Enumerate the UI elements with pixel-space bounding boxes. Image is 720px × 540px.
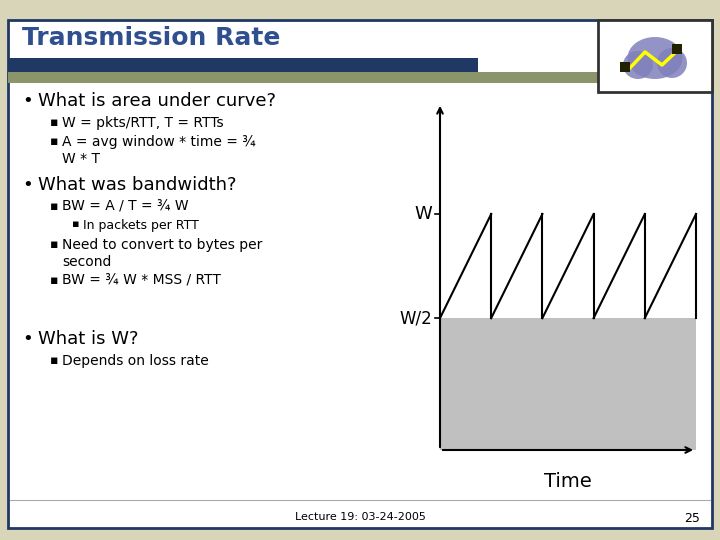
- Text: Time: Time: [544, 472, 592, 491]
- Text: What was bandwidth?: What was bandwidth?: [38, 176, 236, 194]
- Text: W/2: W/2: [400, 309, 432, 327]
- Bar: [8, 72, 712, 83]
- Text: W * T: W * T: [62, 152, 100, 166]
- Text: second: second: [62, 255, 112, 269]
- Bar: [620, 62, 630, 72]
- Bar: [598, 20, 712, 92]
- Text: BW = A / T = ¾ W: BW = A / T = ¾ W: [62, 200, 189, 214]
- Text: W: W: [414, 205, 432, 223]
- Text: Need to convert to bytes per: Need to convert to bytes per: [62, 238, 262, 252]
- Text: ▪: ▪: [72, 219, 79, 229]
- Bar: [672, 44, 682, 54]
- Text: What is W?: What is W?: [38, 330, 138, 348]
- Text: In packets per RTT: In packets per RTT: [83, 219, 199, 232]
- Bar: [8, 58, 478, 72]
- Text: ▪: ▪: [50, 274, 58, 287]
- Text: 25: 25: [684, 512, 700, 525]
- Text: ▪: ▪: [50, 200, 58, 213]
- Text: BW = ¾ W * MSS / RTT: BW = ¾ W * MSS / RTT: [62, 274, 221, 288]
- Text: ▪: ▪: [50, 354, 58, 367]
- Text: What is area under curve?: What is area under curve?: [38, 92, 276, 110]
- Text: A = avg window * time = ¾: A = avg window * time = ¾: [62, 135, 256, 149]
- Ellipse shape: [628, 37, 683, 79]
- Text: •: •: [22, 330, 32, 348]
- Ellipse shape: [623, 51, 653, 79]
- Text: ▪: ▪: [50, 238, 58, 251]
- Text: W = pkts/RTT, T = RTTs: W = pkts/RTT, T = RTTs: [62, 116, 224, 130]
- Text: ▪: ▪: [50, 135, 58, 148]
- Text: •: •: [22, 92, 32, 110]
- Text: Transmission Rate: Transmission Rate: [22, 26, 280, 50]
- Text: Lecture 19: 03-24-2005: Lecture 19: 03-24-2005: [294, 512, 426, 522]
- Bar: [440, 318, 696, 450]
- Text: Depends on loss rate: Depends on loss rate: [62, 354, 209, 368]
- Ellipse shape: [657, 48, 687, 78]
- Text: •: •: [22, 176, 32, 194]
- Text: ▪: ▪: [50, 116, 58, 129]
